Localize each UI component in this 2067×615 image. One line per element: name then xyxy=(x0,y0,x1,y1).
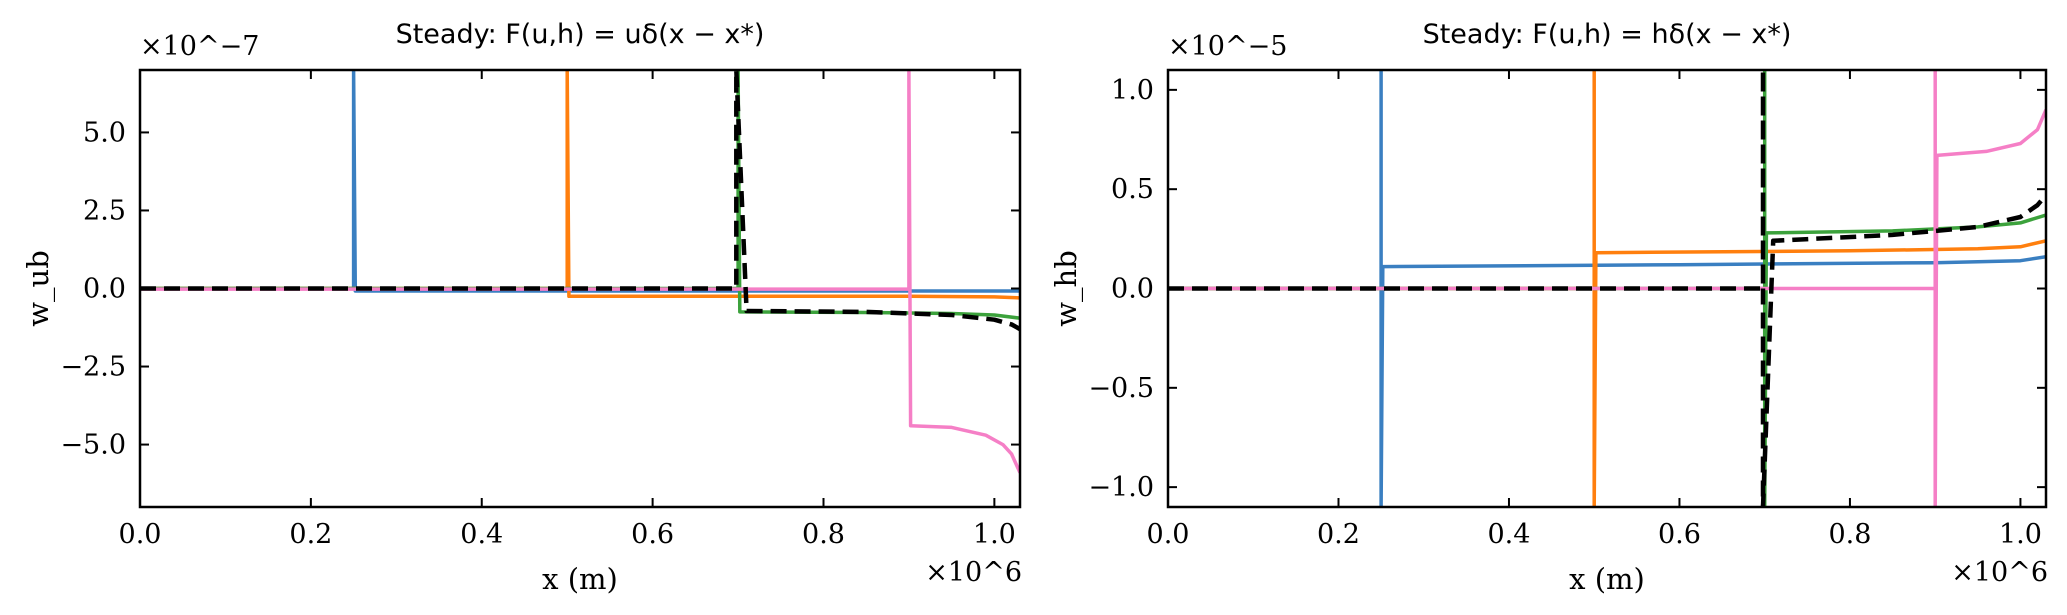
y-tick-label: −1.0 xyxy=(1088,472,1154,503)
x-tick-label: 0.0 xyxy=(119,519,162,550)
series-line-5 xyxy=(1168,70,2046,507)
x-tick-label: 0.6 xyxy=(1658,519,1701,550)
panel-1: 0.0 0.2 0.4 0.6 0.8 1.0 5.0 2.5 0.0 −2.5 −5.0 Stead… xyxy=(21,19,1022,596)
y-tick-label: 0.5 xyxy=(1111,174,1154,205)
x-tick-label: 1.0 xyxy=(973,519,1016,550)
y-tick-label: 5.0 xyxy=(83,117,126,148)
y-offset-label: ×10^−5 xyxy=(1168,31,1287,62)
y-tick-label: 2.5 xyxy=(83,195,126,226)
y-tick-label: 0.0 xyxy=(1111,274,1154,305)
y-tick-label: 1.0 xyxy=(1111,75,1154,106)
series-line-2 xyxy=(1168,70,2046,507)
y-tick-label: −2.5 xyxy=(60,352,126,383)
x-tick-label: 0.2 xyxy=(289,519,332,550)
x-tick-label: 0.0 xyxy=(1147,519,1190,550)
y-axis-label: w_ub xyxy=(21,250,56,327)
series-line-1 xyxy=(140,70,1020,293)
x-tick-label: 0.2 xyxy=(1317,519,1360,550)
series-line-3 xyxy=(1168,70,2046,507)
chart-title: Steady: F(u,h) = uδ(x − x*) xyxy=(396,19,765,50)
panel-2: 0.0 0.2 0.4 0.6 0.8 1.0 1.0 0.5 0.0 −0.5 −1.0 Stead… xyxy=(1049,19,2048,596)
y-tick-label: −5.0 xyxy=(60,430,126,461)
series-line-2 xyxy=(140,70,1020,300)
x-offset-label: ×10^6 xyxy=(1951,557,2048,588)
series-group xyxy=(1168,70,2046,507)
x-tick-label: 0.6 xyxy=(631,519,674,550)
series-line-4 xyxy=(1168,70,2046,507)
x-tick-label: 0.4 xyxy=(1487,519,1530,550)
x-offset-label: ×10^6 xyxy=(925,557,1022,588)
series-line-4 xyxy=(140,70,1020,474)
x-axis-label: x (m) xyxy=(542,562,618,596)
x-tick-label: 0.8 xyxy=(802,519,845,550)
x-tick-label: 0.4 xyxy=(460,519,503,550)
series-group xyxy=(140,70,1020,474)
chart-title: Steady: F(u,h) = hδ(x − x*) xyxy=(1423,19,1792,50)
y-tick-label: −0.5 xyxy=(1088,373,1154,404)
y-offset-label: ×10^−7 xyxy=(140,31,259,62)
y-tick-label: 0.0 xyxy=(83,274,126,305)
x-axis-label: x (m) xyxy=(1569,562,1645,596)
y-axis-label: w_hb xyxy=(1049,250,1084,327)
x-tick-label: 1.0 xyxy=(1999,519,2042,550)
series-line-3 xyxy=(140,70,1020,320)
series-line-1 xyxy=(1168,70,2046,507)
x-tick-label: 0.8 xyxy=(1828,519,1871,550)
